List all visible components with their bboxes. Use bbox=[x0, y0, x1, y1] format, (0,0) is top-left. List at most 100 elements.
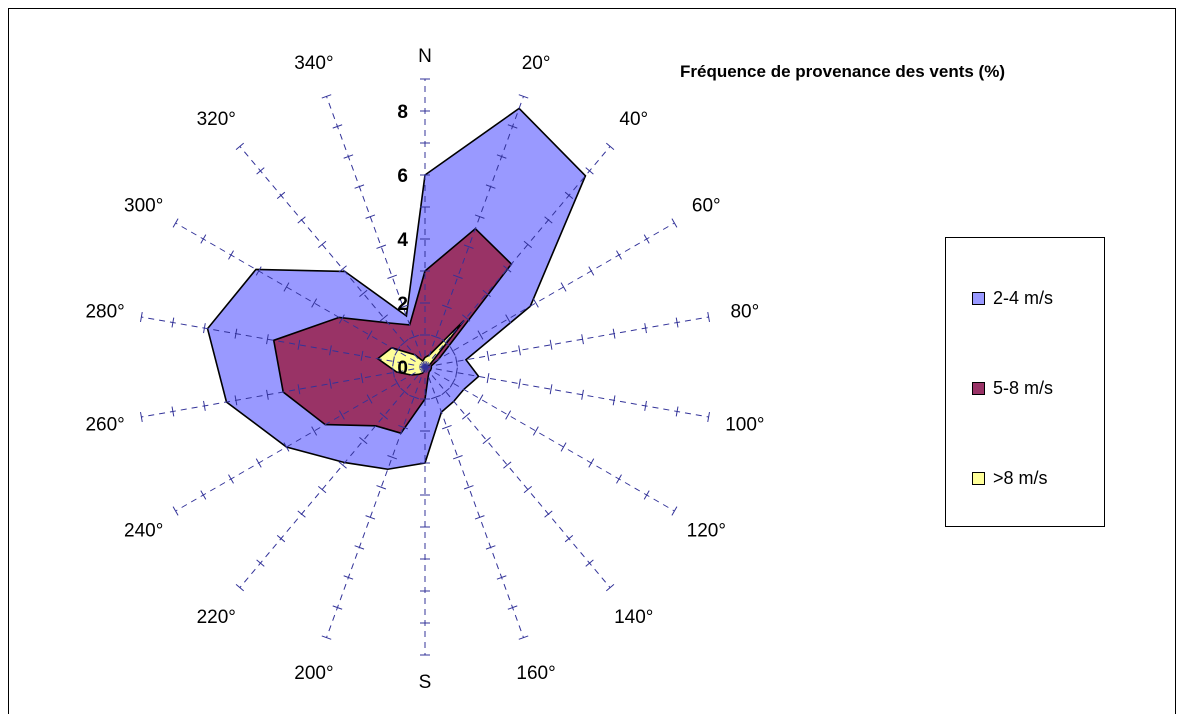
tick-80-5 bbox=[581, 334, 584, 345]
north-label: N bbox=[418, 46, 432, 67]
tick-260-6 bbox=[234, 395, 238, 406]
tick-320-5 bbox=[318, 240, 327, 249]
tick-280-6 bbox=[234, 328, 238, 339]
tick-340-1 bbox=[409, 334, 419, 340]
tick-220-3 bbox=[359, 436, 368, 445]
tick-160-2 bbox=[442, 424, 452, 430]
tick-200-6 bbox=[354, 545, 365, 550]
tick-160-5 bbox=[474, 515, 485, 520]
spoke-220 bbox=[239, 366, 426, 588]
tick-300-9 bbox=[172, 218, 179, 228]
tick-20-8 bbox=[507, 124, 518, 129]
spoke-200 bbox=[326, 366, 426, 638]
tick-20-5 bbox=[474, 214, 485, 219]
legend-label-2-4: 2-4 m/s bbox=[993, 288, 1054, 308]
tick-300-4 bbox=[311, 298, 318, 308]
tick-240-9 bbox=[172, 506, 179, 516]
tick-60-6 bbox=[588, 266, 595, 276]
tick-220-2 bbox=[379, 412, 389, 420]
tick-60-4 bbox=[532, 298, 539, 308]
direction-label-260: 260° bbox=[85, 414, 124, 435]
tick-280-3 bbox=[329, 345, 332, 356]
tick-300-2 bbox=[366, 330, 373, 340]
tick-200-8 bbox=[332, 605, 343, 610]
tick-100-2 bbox=[486, 373, 490, 384]
tick-140-1 bbox=[441, 387, 450, 396]
tick-260-4 bbox=[297, 384, 301, 395]
tick-60-2 bbox=[477, 330, 484, 340]
legend-swatch-2-4 bbox=[972, 292, 985, 305]
tick-40-7 bbox=[564, 191, 574, 200]
direction-label-340: 340° bbox=[294, 53, 333, 74]
direction-label-240: 240° bbox=[124, 520, 163, 541]
tick-80-4 bbox=[549, 339, 553, 350]
tick-240-2 bbox=[366, 394, 373, 404]
tick-280-2 bbox=[360, 350, 364, 361]
tick-340-9 bbox=[321, 94, 332, 99]
tick-300-8 bbox=[200, 234, 207, 244]
direction-label-200: 200° bbox=[294, 663, 333, 684]
tick-260-1 bbox=[392, 367, 395, 378]
tick-220-8 bbox=[256, 559, 265, 567]
tick-140-3 bbox=[482, 436, 491, 445]
tick-60-7 bbox=[616, 250, 622, 260]
tick-160-1 bbox=[431, 394, 441, 400]
spoke-40 bbox=[424, 146, 611, 368]
tick-80-2 bbox=[486, 350, 490, 361]
tick-60-5 bbox=[560, 282, 567, 292]
direction-label-20: 20° bbox=[522, 53, 551, 74]
tick-120-1 bbox=[449, 378, 456, 388]
chart-frame bbox=[8, 8, 1176, 714]
spoke-60 bbox=[424, 222, 675, 368]
tick-40-3 bbox=[482, 289, 491, 298]
tick-100-6 bbox=[612, 395, 616, 406]
tick-260-5 bbox=[266, 389, 269, 400]
direction-label-100: 100° bbox=[725, 414, 764, 435]
tick-240-3 bbox=[338, 410, 345, 420]
tick-220-6 bbox=[297, 510, 306, 518]
direction-label-280: 280° bbox=[85, 302, 124, 323]
tick-320-6 bbox=[297, 216, 306, 224]
tick-160-8 bbox=[507, 605, 518, 610]
tick-240-4 bbox=[311, 426, 318, 436]
tick-100-9 bbox=[707, 411, 710, 423]
spoke-320 bbox=[239, 146, 426, 368]
tick-40-9 bbox=[605, 142, 615, 150]
tick-320-2 bbox=[379, 314, 389, 322]
tick-100-3 bbox=[518, 378, 521, 389]
tick-120-4 bbox=[532, 426, 539, 436]
tick-100-7 bbox=[644, 400, 647, 411]
tick-280-9 bbox=[140, 311, 143, 323]
tick-300-5 bbox=[283, 282, 290, 292]
tick-200-2 bbox=[398, 424, 408, 430]
tick-340-4 bbox=[376, 244, 387, 249]
r-tick-label-2: 2 bbox=[397, 294, 408, 315]
direction-label-40: 40° bbox=[619, 109, 648, 130]
spoke-260 bbox=[141, 366, 426, 418]
tick-60-8 bbox=[643, 234, 650, 244]
tick-20-2 bbox=[442, 304, 452, 310]
legend-swatch-gt8 bbox=[972, 472, 985, 485]
tick-220-5 bbox=[318, 485, 327, 494]
tick-240-8 bbox=[200, 490, 207, 500]
legend-item-gt8: >8 m/s bbox=[972, 468, 1048, 489]
tick-240-7 bbox=[228, 474, 234, 484]
tick-200-5 bbox=[365, 515, 376, 520]
tick-280-7 bbox=[203, 323, 206, 334]
tick-80-8 bbox=[675, 317, 679, 328]
direction-label-320: 320° bbox=[197, 109, 236, 130]
tick-80-3 bbox=[518, 345, 521, 356]
spoke-140 bbox=[424, 366, 611, 588]
tick-220-1 bbox=[400, 387, 409, 396]
tick-100-5 bbox=[581, 389, 584, 400]
tick-300-1 bbox=[394, 346, 401, 356]
tick-220-4 bbox=[338, 461, 347, 469]
tick-40-5 bbox=[523, 240, 532, 249]
tick-140-2 bbox=[461, 412, 471, 420]
tick-340-7 bbox=[343, 154, 354, 159]
tick-80-1 bbox=[455, 356, 458, 367]
tick-100-1 bbox=[455, 367, 458, 378]
tick-120-8 bbox=[643, 490, 650, 500]
direction-label-60: 60° bbox=[692, 196, 721, 217]
tick-120-2 bbox=[477, 394, 484, 404]
